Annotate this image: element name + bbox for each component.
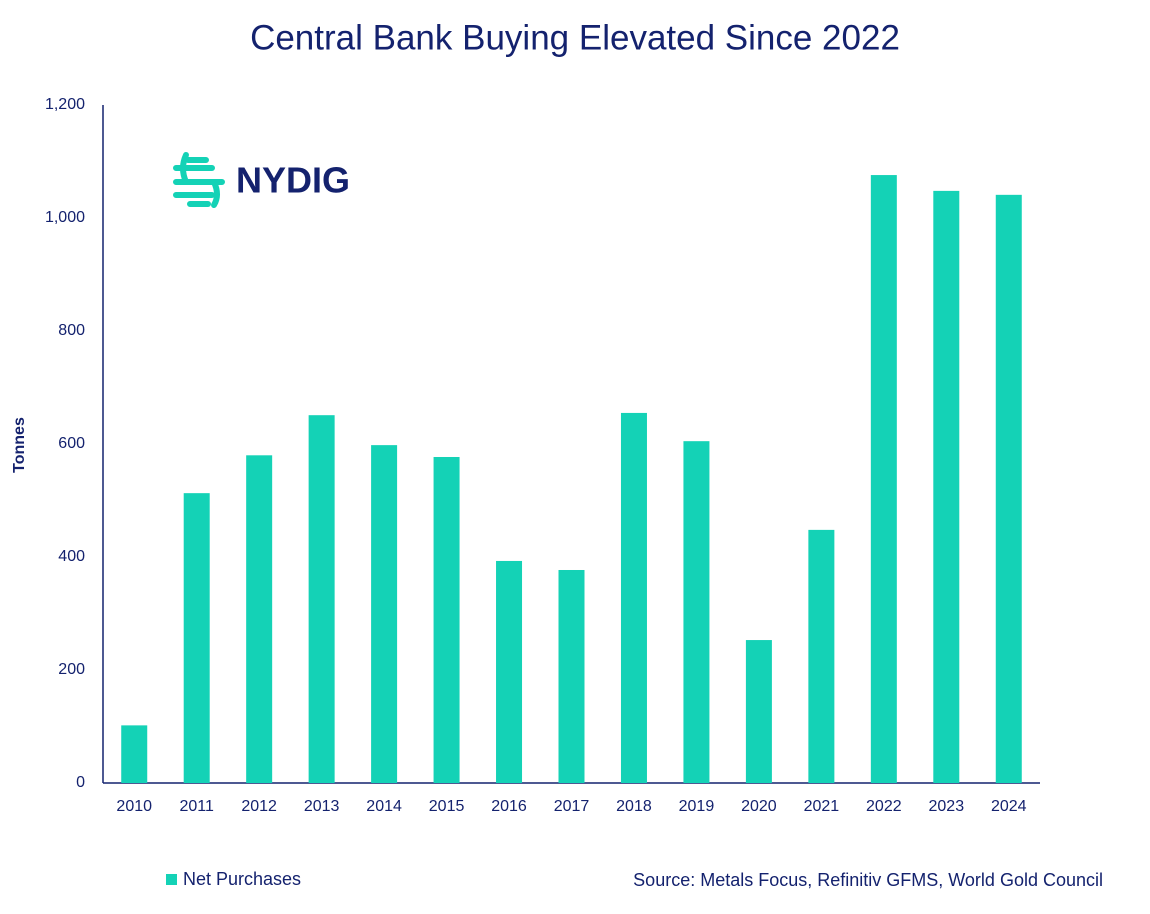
bar <box>558 569 585 783</box>
x-tick-label: 2018 <box>616 798 652 815</box>
legend-label: Net Purchases <box>183 869 301 889</box>
chart-title: Central Bank Buying Elevated Since 2022 <box>250 18 900 57</box>
source-note: Source: Metals Focus, Refinitiv GFMS, Wo… <box>633 870 1103 890</box>
x-tick-label: 2014 <box>366 798 402 815</box>
x-tick-label: 2013 <box>304 798 340 815</box>
x-tick-label: 2024 <box>991 798 1027 815</box>
bar <box>870 175 897 783</box>
y-tick-label: 600 <box>58 435 85 452</box>
x-tick-label: 2023 <box>929 798 965 815</box>
y-tick-label: 1,000 <box>45 209 85 226</box>
x-tick-label: 2017 <box>554 798 590 815</box>
legend-swatch <box>166 874 177 885</box>
bar <box>620 412 647 783</box>
bar <box>995 194 1022 783</box>
x-tick-label: 2019 <box>679 798 715 815</box>
bar <box>808 529 835 783</box>
logo-icon <box>173 152 225 208</box>
bar <box>121 725 148 783</box>
bar <box>683 441 710 783</box>
logo-text: NYDIG <box>236 160 350 201</box>
x-tick-label: 2020 <box>741 798 777 815</box>
bar <box>933 190 960 783</box>
x-tick-label: 2012 <box>241 798 277 815</box>
x-tick-label: 2022 <box>866 798 902 815</box>
x-tick-label: 2010 <box>116 798 152 815</box>
y-tick-label: 800 <box>58 322 85 339</box>
y-axis-label: Tonnes <box>11 417 28 473</box>
y-tick-label: 0 <box>76 774 85 791</box>
x-tick-label: 2016 <box>491 798 527 815</box>
bar <box>371 445 398 783</box>
bar <box>183 493 210 783</box>
bar <box>745 640 772 783</box>
y-tick-label: 400 <box>58 548 85 565</box>
y-tick-label: 200 <box>58 661 85 678</box>
bar <box>496 560 523 783</box>
bar <box>308 415 335 783</box>
x-tick-label: 2021 <box>804 798 840 815</box>
y-tick-label: 1,200 <box>45 96 85 113</box>
bar <box>246 455 273 783</box>
bar <box>433 456 460 783</box>
x-tick-label: 2015 <box>429 798 465 815</box>
x-tick-label: 2011 <box>179 798 214 815</box>
